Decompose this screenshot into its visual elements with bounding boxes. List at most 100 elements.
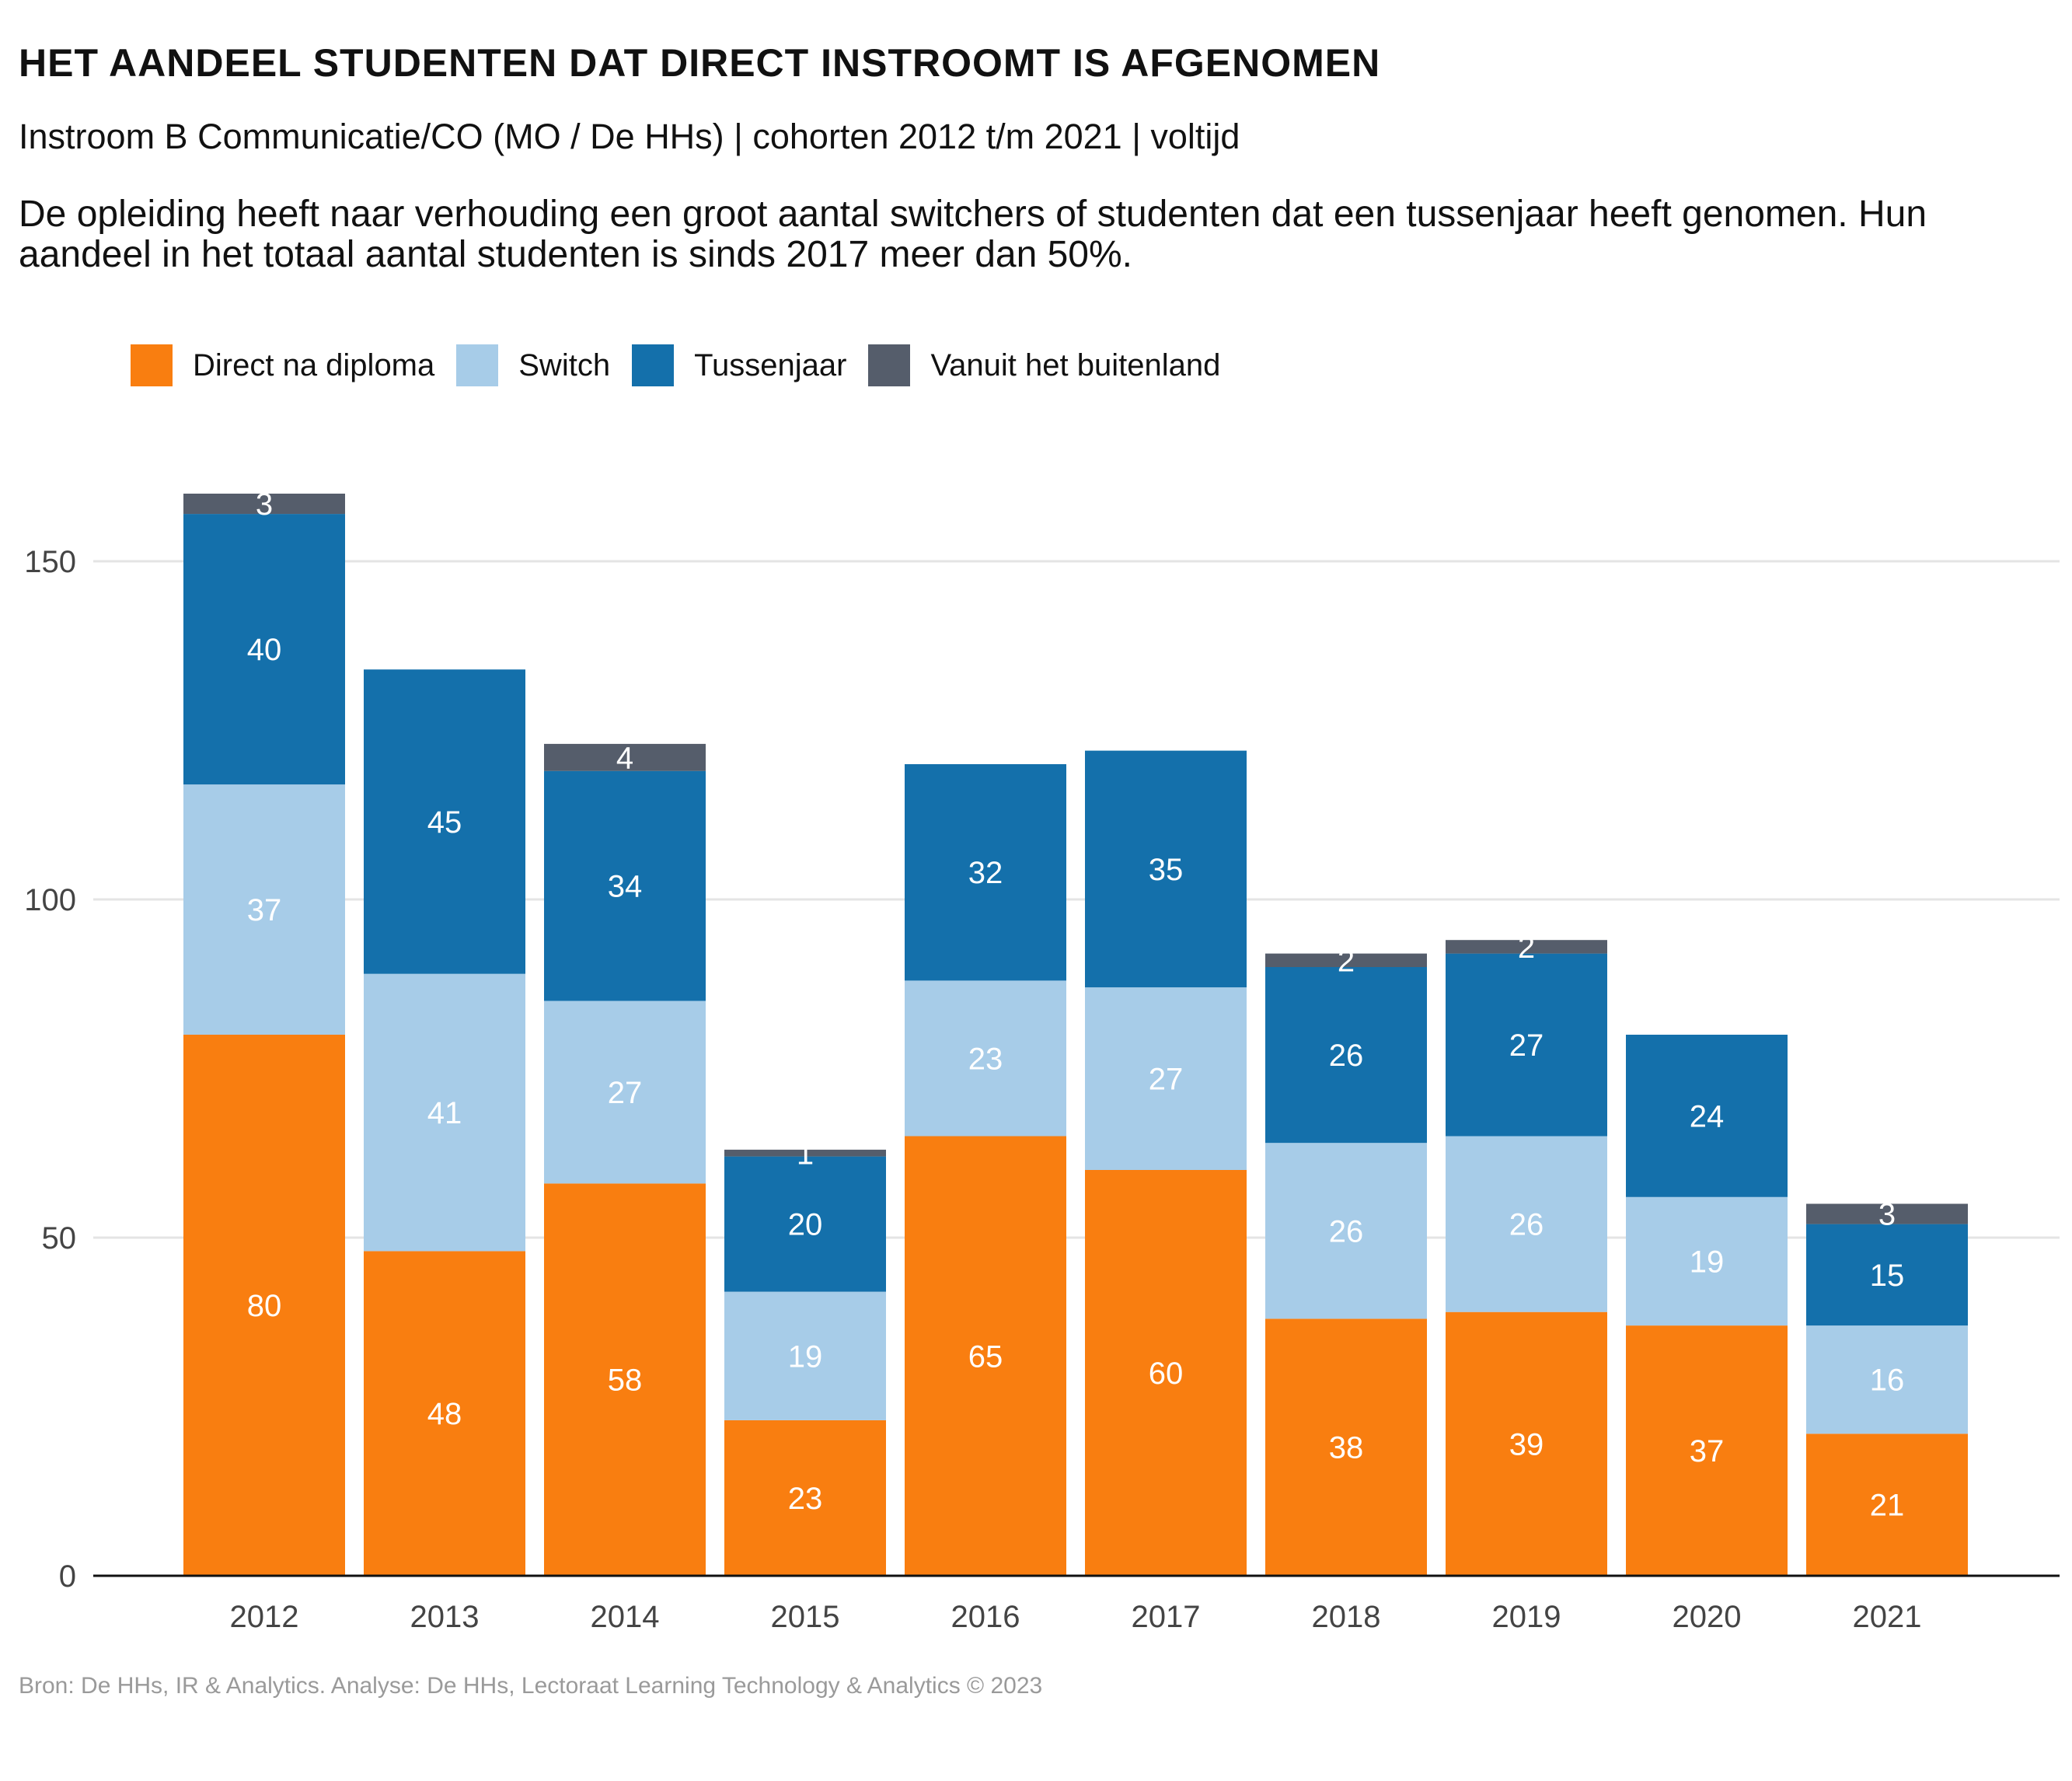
x-tick-label-2012: 2012 [230,1600,299,1633]
value-label-2016-series-0: 65 [968,1339,1003,1374]
value-labels: 8037403484145582734423192016523326027353… [247,487,1905,1523]
value-label-2014-series-2: 34 [608,870,643,904]
value-label-2018-series-0: 38 [1329,1431,1364,1465]
value-label-2019-series-3: 2 [1518,931,1535,965]
value-label-2012-series-2: 40 [247,633,282,667]
value-label-2017-series-2: 35 [1149,853,1184,887]
bar-2017-series-1 [1085,987,1247,1170]
bar-2021-series-1 [1806,1325,1968,1434]
bar-2018-series-0 [1265,1318,1427,1576]
value-label-2015-series-1: 19 [788,1339,823,1374]
bar-2012-series-0 [183,1035,345,1576]
x-tick-label-2020: 2020 [1673,1600,1742,1633]
legend-label-switch: Switch [518,347,611,382]
bars [183,494,1968,1576]
bar-2019-series-2 [1446,953,1607,1137]
x-tick-label-2013: 2013 [410,1600,480,1633]
value-label-2017-series-0: 60 [1149,1357,1184,1391]
legend: Direct na diploma Switch Tussenjaar Vanu… [131,342,1242,389]
value-label-2018-series-3: 2 [1338,944,1355,978]
legend-item-direct: Direct na diploma [131,344,434,386]
bar-2016-series-2 [905,764,1066,981]
bar-2014-series-0 [544,1183,706,1576]
value-label-2017-series-1: 27 [1149,1063,1184,1097]
bar-2012-series-1 [183,784,345,1035]
legend-swatch-direct [131,344,173,386]
value-label-2012-series-3: 3 [256,487,273,522]
legend-label-tussenjaar: Tussenjaar [694,347,847,382]
value-label-2019-series-0: 39 [1509,1427,1544,1461]
bar-2020-series-2 [1626,1035,1788,1197]
bar-2020-series-0 [1626,1325,1788,1576]
legend-label-direct: Direct na diploma [193,347,435,382]
x-tick-label-2014: 2014 [591,1600,660,1633]
value-label-2020-series-1: 19 [1690,1245,1725,1279]
chart-subtitle: Instroom B Communicatie/CO (MO / De HHs)… [19,117,1240,156]
x-tick-label-2016: 2016 [951,1600,1020,1633]
value-label-2014-series-0: 58 [608,1364,643,1398]
value-label-2018-series-1: 26 [1329,1214,1364,1248]
value-label-2016-series-2: 32 [968,856,1003,890]
value-label-2021-series-0: 21 [1870,1489,1905,1523]
value-label-2018-series-2: 26 [1329,1039,1364,1073]
y-tick-label-50: 50 [42,1221,77,1255]
value-label-2012-series-0: 80 [247,1289,282,1323]
value-label-2020-series-2: 24 [1690,1099,1725,1133]
y-tick-label-150: 150 [24,545,76,579]
bar-2021-series-0 [1806,1434,1968,1576]
bar-2012-series-2 [183,514,345,785]
bar-2020-series-1 [1626,1196,1788,1326]
source-note: Bron: De HHs, IR & Analytics. Analyse: D… [19,1673,1043,1699]
x-tick-label-2019: 2019 [1492,1600,1561,1633]
value-label-2015-series-2: 20 [788,1208,823,1242]
bar-2013-series-2 [364,669,525,974]
value-label-2020-series-0: 37 [1690,1434,1725,1468]
value-label-2021-series-3: 3 [1878,1198,1896,1232]
value-label-2014-series-1: 27 [608,1076,643,1110]
bar-2016-series-0 [905,1136,1066,1576]
value-label-2014-series-3: 4 [616,741,633,775]
bar-2019-series-3 [1446,940,1607,954]
x-tick-label-2018: 2018 [1312,1600,1381,1633]
bar-2015-series-2 [724,1156,886,1292]
legend-swatch-buitenland [868,344,911,386]
value-label-2013-series-1: 41 [427,1096,462,1130]
value-label-2019-series-1: 26 [1509,1208,1544,1242]
value-label-2013-series-0: 48 [427,1397,462,1431]
x-tick-label-2015: 2015 [771,1600,840,1633]
x-tick-label-2021: 2021 [1853,1600,1922,1633]
chart-description: De opleiding heeft naar verhouding een g… [19,194,1927,275]
bar-2021-series-2 [1806,1224,1968,1326]
value-label-2021-series-1: 16 [1870,1364,1905,1398]
legend-item-tussenjaar: Tussenjaar [632,344,846,386]
y-tick-label-100: 100 [24,883,76,917]
value-label-2015-series-0: 23 [788,1482,823,1516]
value-label-2019-series-2: 27 [1509,1028,1544,1063]
bar-2014-series-2 [544,770,706,1001]
value-label-2013-series-2: 45 [427,805,462,840]
x-tick-label-2017: 2017 [1132,1600,1201,1633]
bar-2012-series-3 [183,494,345,515]
bar-2018-series-3 [1265,953,1427,967]
bar-2016-series-1 [905,980,1066,1137]
stacked-bar-chart: 8037403484145582734423192016523326027353… [24,487,2060,1633]
legend-swatch-switch [456,344,499,386]
bar-2018-series-2 [1265,967,1427,1144]
bar-2013-series-0 [364,1251,525,1576]
legend-label-buitenland: Vanuit het buitenland [930,347,1221,382]
bar-2019-series-0 [1446,1311,1607,1576]
bar-2021-series-3 [1806,1203,1968,1224]
bar-2013-series-1 [364,973,525,1252]
legend-item-switch: Switch [456,344,610,386]
bar-2019-series-1 [1446,1136,1607,1312]
bar-2017-series-0 [1085,1170,1247,1576]
chart-title: HET AANDEEL STUDENTEN DAT DIRECT INSTROO… [19,41,1381,85]
bar-2015-series-3 [724,1149,886,1157]
y-tick-label-0: 0 [59,1559,76,1594]
bar-2015-series-0 [724,1420,886,1576]
bar-2017-series-2 [1085,750,1247,988]
bar-2014-series-3 [544,743,706,771]
value-label-2015-series-3: 1 [797,1137,814,1171]
value-label-2021-series-2: 15 [1870,1259,1905,1293]
